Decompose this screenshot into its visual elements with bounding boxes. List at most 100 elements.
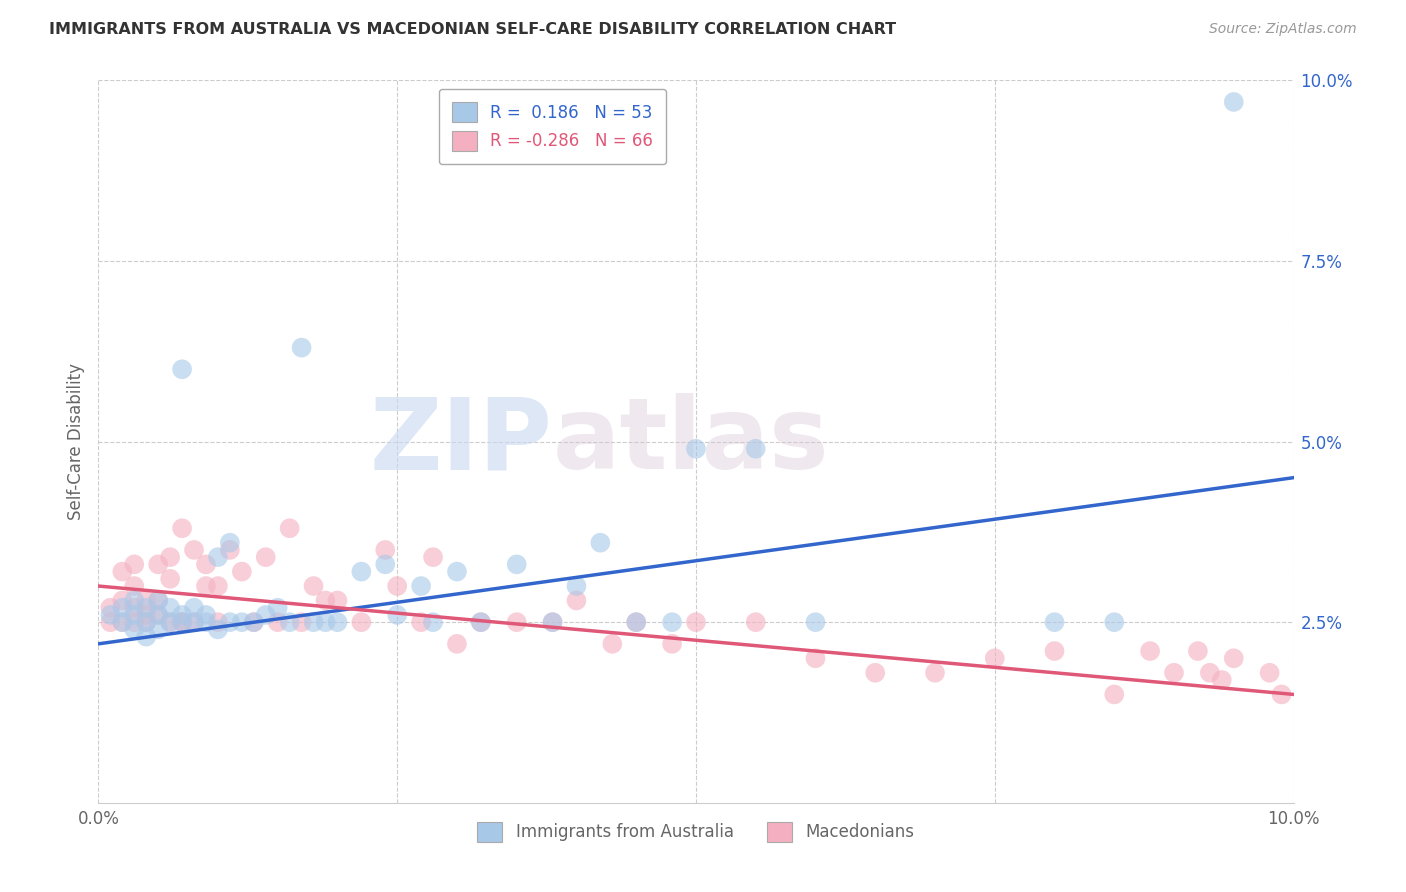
Point bbox=[148, 593, 170, 607]
Point bbox=[148, 593, 170, 607]
Point bbox=[385, 607, 409, 622]
Point bbox=[589, 535, 612, 549]
Point bbox=[148, 607, 170, 622]
Point bbox=[172, 607, 194, 622]
Point bbox=[124, 623, 146, 637]
Point bbox=[195, 579, 218, 593]
Point bbox=[98, 615, 122, 630]
Point bbox=[124, 615, 146, 630]
Point bbox=[172, 615, 194, 630]
Point bbox=[98, 600, 122, 615]
Point bbox=[172, 615, 194, 630]
Point bbox=[148, 558, 170, 572]
Point bbox=[924, 665, 946, 680]
Point bbox=[231, 565, 253, 579]
Text: IMMIGRANTS FROM AUSTRALIA VS MACEDONIAN SELF-CARE DISABILITY CORRELATION CHART: IMMIGRANTS FROM AUSTRALIA VS MACEDONIAN … bbox=[49, 22, 897, 37]
Point bbox=[135, 615, 157, 630]
Point bbox=[626, 615, 648, 630]
Point bbox=[506, 615, 529, 630]
Point bbox=[541, 615, 564, 630]
Point bbox=[135, 593, 157, 607]
Point bbox=[111, 615, 134, 630]
Point bbox=[470, 615, 492, 630]
Point bbox=[565, 579, 588, 593]
Point bbox=[315, 593, 337, 607]
Legend: Immigrants from Australia, Macedonians: Immigrants from Australia, Macedonians bbox=[471, 815, 921, 848]
Point bbox=[159, 615, 181, 630]
Point bbox=[219, 615, 242, 630]
Point bbox=[350, 565, 373, 579]
Point bbox=[183, 615, 205, 630]
Point bbox=[685, 442, 707, 456]
Point bbox=[1258, 665, 1281, 680]
Point bbox=[124, 558, 146, 572]
Point bbox=[111, 600, 134, 615]
Point bbox=[159, 615, 181, 630]
Point bbox=[411, 615, 433, 630]
Point bbox=[411, 579, 433, 593]
Point bbox=[745, 442, 768, 456]
Point bbox=[422, 550, 444, 565]
Point bbox=[302, 579, 325, 593]
Point bbox=[1139, 644, 1161, 658]
Point bbox=[1043, 644, 1066, 658]
Point bbox=[172, 521, 194, 535]
Point bbox=[111, 593, 134, 607]
Point bbox=[291, 341, 314, 355]
Point bbox=[661, 615, 683, 630]
Point bbox=[159, 572, 181, 586]
Point bbox=[254, 607, 277, 622]
Point bbox=[124, 607, 146, 622]
Point bbox=[159, 600, 181, 615]
Point bbox=[804, 615, 827, 630]
Point bbox=[1104, 615, 1126, 630]
Point bbox=[135, 615, 157, 630]
Point bbox=[1043, 615, 1066, 630]
Point bbox=[135, 600, 157, 615]
Point bbox=[124, 579, 146, 593]
Point bbox=[302, 615, 325, 630]
Text: Source: ZipAtlas.com: Source: ZipAtlas.com bbox=[1209, 22, 1357, 37]
Point bbox=[172, 362, 194, 376]
Point bbox=[207, 550, 229, 565]
Point bbox=[446, 637, 468, 651]
Point bbox=[865, 665, 887, 680]
Point bbox=[745, 615, 768, 630]
Point bbox=[541, 615, 564, 630]
Point bbox=[231, 615, 253, 630]
Point bbox=[374, 542, 396, 557]
Point bbox=[1223, 95, 1246, 109]
Point bbox=[326, 615, 349, 630]
Point bbox=[685, 615, 707, 630]
Text: atlas: atlas bbox=[553, 393, 830, 490]
Point bbox=[207, 623, 229, 637]
Point bbox=[291, 615, 314, 630]
Point bbox=[1104, 687, 1126, 701]
Point bbox=[267, 600, 290, 615]
Text: ZIP: ZIP bbox=[370, 393, 553, 490]
Point bbox=[254, 550, 277, 565]
Point bbox=[374, 558, 396, 572]
Point bbox=[183, 542, 205, 557]
Point bbox=[278, 615, 301, 630]
Point bbox=[315, 615, 337, 630]
Point bbox=[422, 615, 444, 630]
Point bbox=[219, 535, 242, 549]
Point bbox=[565, 593, 588, 607]
Point bbox=[984, 651, 1007, 665]
Point bbox=[135, 607, 157, 622]
Point bbox=[1271, 687, 1294, 701]
Point bbox=[135, 630, 157, 644]
Point bbox=[148, 623, 170, 637]
Point bbox=[195, 558, 218, 572]
Point bbox=[446, 565, 468, 579]
Point bbox=[350, 615, 373, 630]
Y-axis label: Self-Care Disability: Self-Care Disability bbox=[66, 363, 84, 520]
Point bbox=[1199, 665, 1222, 680]
Point bbox=[804, 651, 827, 665]
Point bbox=[506, 558, 529, 572]
Point bbox=[278, 521, 301, 535]
Point bbox=[1163, 665, 1185, 680]
Point bbox=[98, 607, 122, 622]
Point bbox=[207, 615, 229, 630]
